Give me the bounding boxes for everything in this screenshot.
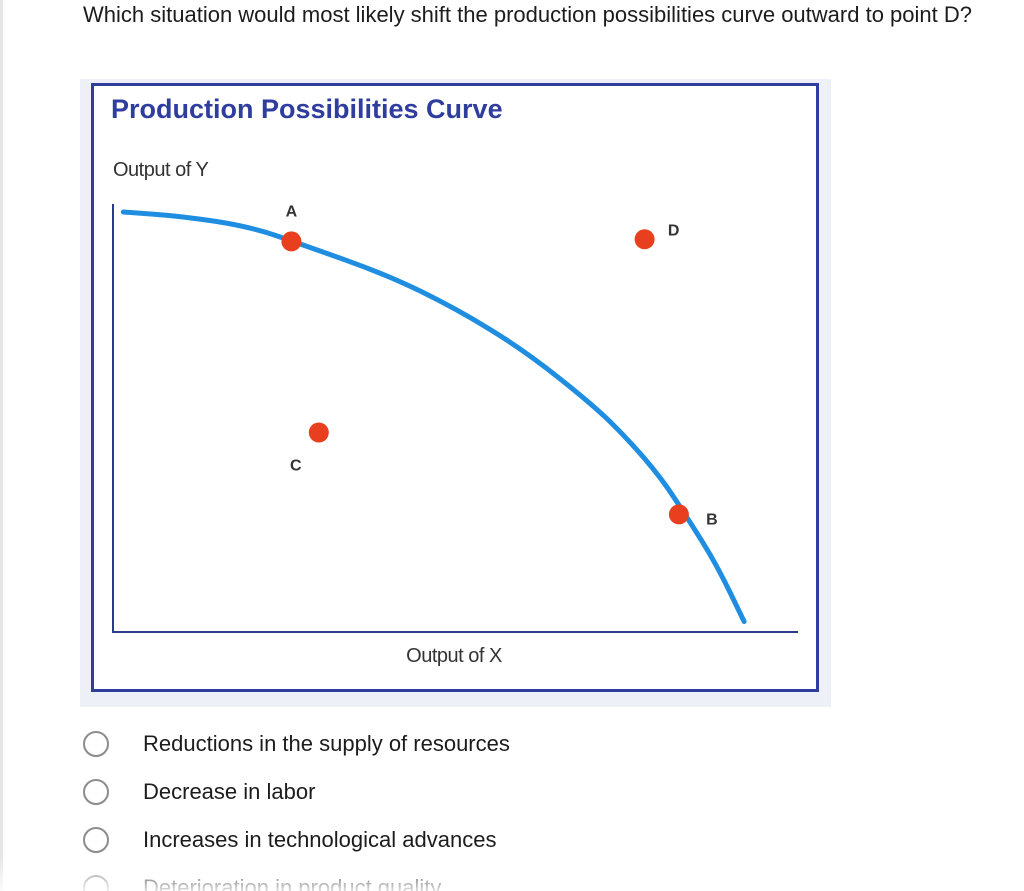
answer-option-1[interactable]: Reductions in the supply of resources	[82, 720, 982, 768]
question-text: Which situation would most likely shift …	[83, 2, 972, 27]
point-a-marker	[281, 231, 302, 252]
point-c-marker	[308, 422, 329, 443]
ppc-curve	[120, 209, 747, 624]
answer-option-label: Reductions in the supply of resources	[143, 731, 510, 756]
answer-option-4[interactable]: Deterioration in product quality	[82, 864, 982, 891]
point-d-marker	[634, 229, 655, 250]
point-c-label: C	[290, 458, 302, 475]
plot-area: A B C D	[120, 203, 747, 624]
radio-button[interactable]	[83, 779, 109, 805]
answer-option-label: Increases in technological advances	[143, 827, 497, 852]
ppc-chart: Production Possibilities Curve Output of…	[111, 94, 798, 667]
radio-button[interactable]	[83, 731, 109, 757]
chart-title: Production Possibilities Curve	[111, 94, 503, 124]
answer-option-3[interactable]: Increases in technological advances	[82, 816, 982, 864]
x-axis-label: Output of X	[406, 645, 502, 667]
page-left-edge	[0, 0, 3, 891]
point-a-label: A	[286, 203, 298, 220]
radio-button[interactable]	[83, 875, 109, 891]
answer-option-label: Decrease in labor	[143, 779, 316, 804]
ppc-figure: Production Possibilities Curve Output of…	[91, 83, 819, 692]
radio-button[interactable]	[83, 827, 109, 853]
answer-options: Reductions in the supply of resources De…	[82, 720, 982, 891]
point-b-marker	[668, 504, 689, 525]
point-b-label: B	[706, 511, 718, 528]
answer-option-2[interactable]: Decrease in labor	[82, 768, 982, 816]
answer-option-label: Deterioration in product quality	[143, 875, 442, 891]
y-axis-label: Output of Y	[113, 159, 208, 181]
point-d-label: D	[668, 222, 680, 239]
